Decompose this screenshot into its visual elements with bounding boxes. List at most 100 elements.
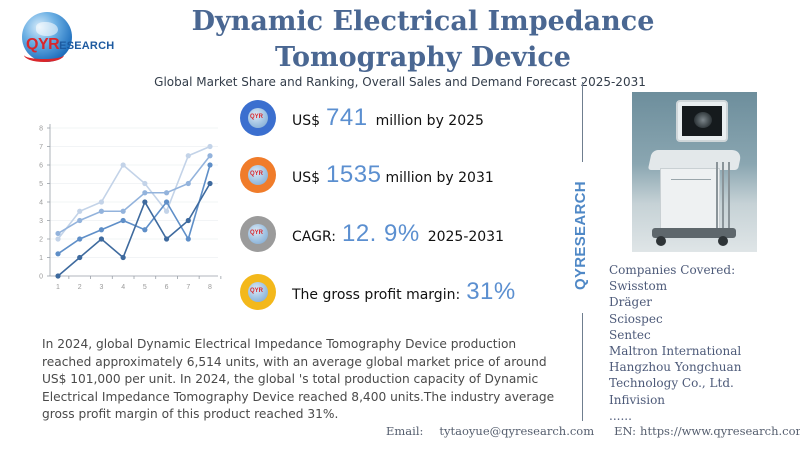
qyr-globe-badge-yellow-icon: QYR	[240, 274, 276, 310]
data-point-series-4	[185, 217, 191, 224]
qyr-globe-badge-blue-icon: QYR	[240, 100, 276, 136]
email-label: Email:	[386, 424, 424, 438]
stat-market-2031: QYR US$ 1535 million by 2031	[240, 157, 494, 193]
page-subtitle: Global Market Share and Ranking, Overall…	[154, 75, 646, 89]
x-tick-label: 4	[121, 284, 125, 291]
data-point-series-2	[142, 190, 148, 196]
data-point-series-2	[207, 153, 213, 159]
stat-value: 741	[326, 104, 368, 131]
data-point-series-2	[55, 230, 61, 237]
data-point-series-3	[142, 227, 148, 233]
data-point-series-1	[55, 236, 61, 242]
stat-value: 12. 9%	[341, 220, 420, 247]
data-point-series-1	[77, 208, 83, 214]
company-item: Sciospec	[609, 311, 663, 326]
series-line-series-2	[57, 155, 211, 235]
x-tick-label: 6	[165, 284, 169, 291]
data-point-series-1	[163, 208, 170, 214]
y-tick-label: 5	[39, 181, 43, 188]
qyr-globe-badge-gray-icon: QYR	[240, 216, 276, 252]
device-screen	[682, 106, 722, 136]
device-wheel	[718, 236, 728, 246]
description-paragraph: In 2024, global Dynamic Electrical Imped…	[42, 337, 555, 422]
stat-prefix: The gross profit margin:	[292, 287, 461, 303]
companies-covered: Companies Covered: Swisstom Dräger Scios…	[609, 262, 741, 424]
stat-suffix: 2025-2031	[427, 229, 504, 245]
company-item: Hangzhou Yongchuan	[609, 360, 742, 375]
data-point-series-2	[77, 217, 83, 224]
y-tick-label: 3	[39, 218, 43, 225]
qyr-globe-badge-orange-icon: QYR	[240, 157, 276, 193]
x-tick-label: 8	[208, 284, 212, 291]
data-point-series-2	[98, 208, 105, 214]
series-line-series-1	[57, 145, 211, 240]
company-item: Infivision	[609, 392, 666, 407]
x-tick-label: 2	[78, 284, 82, 291]
data-point-series-2	[163, 190, 170, 196]
data-point-series-1	[207, 143, 213, 150]
data-point-series-4	[120, 254, 126, 261]
company-item-ellipsis: ......	[609, 408, 632, 423]
x-tick-label: 5	[143, 284, 147, 291]
data-point-series-4	[142, 199, 148, 205]
stat-suffix: million by 2025	[375, 113, 484, 129]
vertical-brand-text: QYRESEARCH	[572, 181, 592, 290]
stat-text: US$ 1535 million by 2031	[292, 161, 494, 189]
x-tick-label: 7	[186, 284, 190, 291]
stat-prefix: CAGR:	[292, 229, 336, 245]
device-monitor	[676, 100, 728, 142]
y-tick-label: 7	[39, 144, 43, 151]
probe-cable	[722, 162, 724, 232]
stat-prefix: US$	[292, 170, 321, 186]
email-link[interactable]: tytaoyue@qyresearch.com	[439, 424, 595, 438]
data-point-series-2	[185, 180, 191, 187]
data-point-series-1	[185, 153, 191, 159]
data-point-series-4	[77, 254, 83, 261]
y-tick-label: 8	[39, 126, 43, 133]
website-link[interactable]: https://www.qyresearch.com	[640, 424, 800, 438]
data-point-series-1	[98, 199, 105, 205]
ct-scan-image	[694, 112, 712, 128]
x-tick-label: 1	[56, 284, 60, 291]
qyresearch-logo: QYRESEARCH	[18, 10, 138, 68]
data-point-series-4	[98, 236, 105, 242]
probe-cable	[716, 162, 718, 232]
line-chart: 0 1 2 3 4 5 6 7 8 1 2 3 4 5 6 7 8	[39, 124, 222, 291]
stat-text: The gross profit margin: 31%	[292, 278, 524, 306]
badge-qyr-mark: QYR	[250, 288, 264, 294]
series-line-series-3	[57, 164, 211, 255]
data-point-series-3	[120, 217, 126, 224]
data-point-series-2	[120, 208, 126, 214]
badge-qyr-mark: QYR	[250, 114, 264, 120]
stat-value: 1535	[326, 161, 382, 188]
y-tick-label: 0	[39, 274, 43, 281]
badge-qyr-mark: QYR	[250, 230, 264, 236]
y-tick-label: 1	[39, 255, 43, 262]
probe-cable	[728, 162, 730, 232]
data-point-series-3	[185, 236, 191, 242]
divider-top	[582, 82, 583, 162]
company-item: Technology Co., Ltd.	[609, 376, 734, 391]
data-point-series-3	[55, 251, 61, 257]
device-cabinet	[660, 168, 720, 230]
page-title: Dynamic Electrical Impedance Tomography …	[191, 6, 655, 73]
divider-bottom	[582, 313, 583, 421]
y-tick-label: 2	[39, 237, 43, 244]
data-point-series-3	[207, 162, 213, 168]
data-point-series-4	[55, 273, 61, 279]
stat-value: 31%	[466, 278, 516, 305]
companies-heading: Companies Covered:	[609, 263, 736, 277]
logo-text-main: QYR	[26, 36, 60, 53]
device-wheel	[656, 236, 666, 246]
product-photo	[632, 92, 757, 252]
x-tick-label: 3	[99, 284, 103, 291]
data-point-series-3	[163, 199, 170, 205]
data-point-series-3	[77, 236, 83, 242]
logo-text: QYRESEARCH	[26, 36, 114, 54]
vertical-brand-label: QYRESEARCH	[572, 181, 589, 290]
stat-suffix: million by 2031	[385, 170, 494, 186]
y-tick-label: 6	[39, 163, 43, 170]
data-point-series-3	[98, 227, 105, 233]
data-point-series-4	[163, 236, 170, 242]
data-point-series-4	[207, 180, 213, 187]
